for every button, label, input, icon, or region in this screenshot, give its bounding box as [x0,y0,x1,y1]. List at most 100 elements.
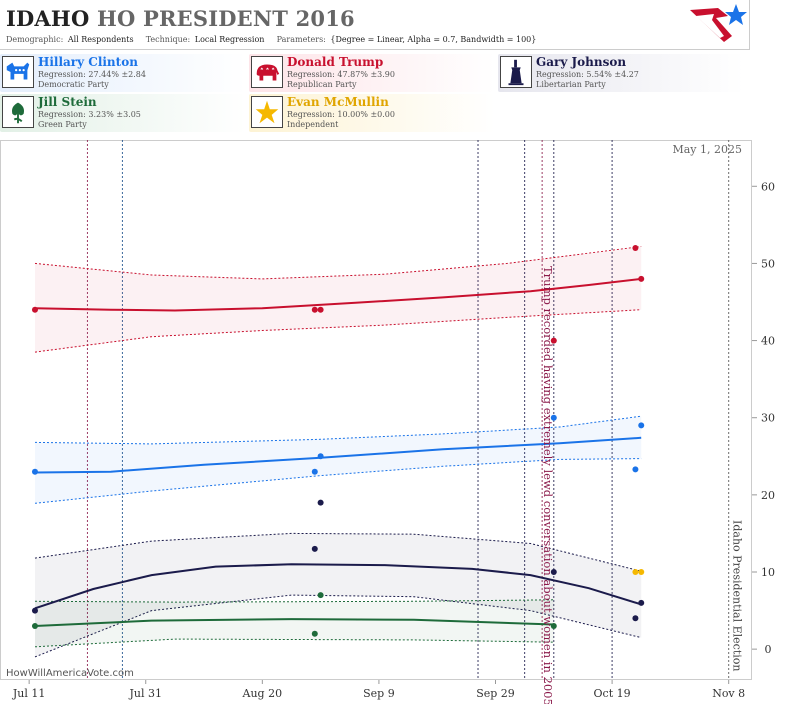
trend-line [34,563,642,610]
x-tick-label: Sep 29 [476,687,515,700]
chart-header: IDAHO HO PRESIDENT 2016 Demographic: All… [0,0,750,50]
candidate-name: Donald Trump [287,55,384,69]
poll-point [632,615,639,622]
poll-point [638,569,645,575]
y-axis: 0 10 20 30 40 50 60 [752,180,775,656]
x-tick-label: Sep 9 [363,687,395,700]
demographic-value: All Respondents [67,35,134,44]
poll-point [31,306,38,313]
candidate-regression: Regression: 47.87% ±3.90 [287,70,395,79]
poll-point [311,630,318,637]
annotations: Trump recorded having extremely lewd con… [541,266,744,704]
x-tick-label: Jul 11 [12,687,46,700]
poll-point [632,569,639,575]
poll-point [311,468,318,475]
title-state: IDAHO [6,6,90,31]
poll-point [317,592,324,599]
annotation-lewd-tape: Trump recorded having extremely lewd con… [541,266,555,704]
poll-point [317,306,324,313]
poll-point [638,422,645,429]
candidate-name: Hillary Clinton [38,55,138,69]
confidence-band [35,533,642,657]
technique-value: Local Regression [194,35,265,44]
candidate-card-johnson[interactable]: Gary Johnson Regression: 5.54% ±4.27 Lib… [498,54,744,92]
candidate-regression: Regression: 5.54% ±4.27 [536,70,639,79]
poll-point [31,607,38,614]
candidate-party: Republican Party [287,80,357,89]
confidence-bands [34,246,642,658]
y-tick-label: 40 [761,335,775,348]
title-race: HO PRESIDENT 2016 [96,6,355,31]
lower-bound-line [34,309,642,353]
poll-point [632,245,639,251]
poll-point [638,599,645,606]
y-tick-label: 20 [761,489,775,502]
trend-line [34,277,642,312]
site-logo-icon [690,4,747,42]
x-tick-label: Oct 19 [594,687,631,700]
y-tick-label: 30 [761,412,775,425]
poll-point [550,623,557,629]
poll-point [550,414,557,421]
y-tick-label: 50 [761,257,775,270]
parameters-line: Demographic: All Respondents Technique: … [6,35,538,44]
x-tick-label: Nov 8 [712,687,745,700]
candidate-party: Libertarian Party [536,80,606,89]
candidate-name: Evan McMullin [287,95,389,109]
poll-point [317,499,324,506]
candidate-card-stein[interactable]: Jill Stein Regression: 3.23% ±3.05 Green… [0,94,246,132]
candidate-party: Democratic Party [38,80,109,89]
y-tick-label: 10 [761,566,775,579]
y-tick-label: 0 [765,643,772,656]
parameters-value: {Degree = Linear, Alpha = 0.7, Bandwidth… [330,35,537,44]
candidate-card-clinton[interactable]: Hillary Clinton Regression: 27.44% ±2.84… [0,54,246,92]
candidate-party: Green Party [38,120,87,129]
lower-bound-line [34,458,642,504]
annotation-election-day: Idaho Presidential Election [731,520,744,672]
confidence-band [35,246,642,353]
poll-point [317,453,324,460]
confidence-band [35,599,554,647]
candidate-regression: Regression: 10.00% ±0.00 [287,110,395,119]
candidate-name: Gary Johnson [536,55,627,69]
lower-bound-line [34,594,642,658]
chart-title: IDAHO HO PRESIDENT 2016 [6,6,355,31]
x-tick-label: Aug 20 [242,687,283,700]
candidate-card-mcmullin[interactable]: Evan McMullin Regression: 10.00% ±0.00 I… [249,94,495,132]
candidate-regression: Regression: 3.23% ±3.05 [38,110,141,119]
upper-bound-line [34,532,642,572]
plot-frame [0,140,752,680]
technique-label: Technique: [145,35,191,44]
star-icon [251,96,283,128]
date-label: May 1, 2025 [672,143,742,156]
upper-bound-line [34,415,642,445]
poll-point [638,275,645,282]
candidate-card-trump[interactable]: Donald Trump Regression: 47.87% ±3.90 Re… [249,54,495,92]
leaf-icon [2,96,34,128]
parameters-label: Parameters: [276,35,326,44]
upper-bound-line [34,599,554,603]
x-tick-label: Jul 31 [128,687,162,700]
poll-point [550,569,557,575]
upper-bound-line [34,246,642,280]
confidence-band [35,416,642,504]
elephant-icon [251,56,283,88]
candidate-name: Jill Stein [38,95,97,109]
candidate-regression: Regression: 27.44% ±2.84 [38,70,146,79]
poll-point [632,466,639,473]
data-points [31,245,645,637]
poll-point [311,306,318,313]
lower-bound-line [34,638,554,648]
poll-point [31,623,38,629]
y-tick-label: 60 [761,180,775,193]
demographic-label: Demographic: [6,35,64,44]
trend-line [34,618,554,627]
poll-point [550,337,557,344]
poll-point [31,468,38,475]
donkey-icon [2,56,34,88]
candidate-party: Independent [287,120,339,129]
x-axis: Jul 11 Jul 31 Aug 20 Sep 9 Sep 29 Oct 19 Nov 8 [12,680,745,700]
poll-point [311,545,318,552]
site-footer[interactable]: HowWillAmericaVote.com [6,668,134,679]
